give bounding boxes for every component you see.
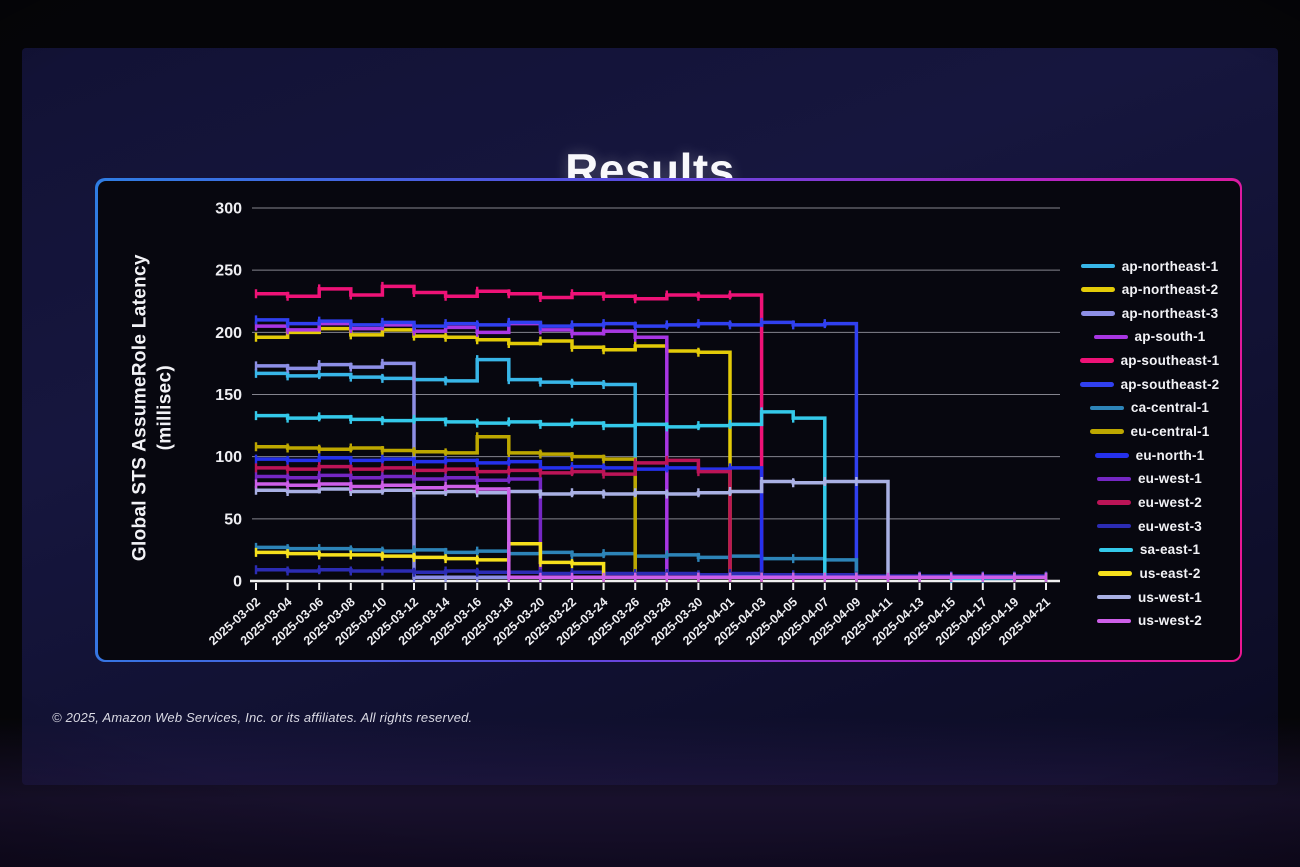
- legend-swatch-ap-northeast-1: [1080, 263, 1115, 269]
- legend-label-ap-southeast-1: ap-southeast-1: [1120, 353, 1220, 369]
- legend-item-ap-northeast-1: ap-northeast-1: [1080, 258, 1219, 274]
- legend-item-us-west-2: us-west-2: [1096, 613, 1203, 629]
- legend-item-ap-southeast-1: ap-southeast-1: [1079, 353, 1220, 369]
- legend-item-eu-west-2: eu-west-2: [1096, 495, 1203, 511]
- legend-label-us-west-1: us-west-1: [1137, 589, 1203, 605]
- legend-item-eu-central-1: eu-central-1: [1089, 424, 1210, 440]
- legend-item-us-west-1: us-west-1: [1096, 589, 1203, 605]
- legend-swatch-eu-west-2: [1096, 500, 1131, 505]
- legend-label-ca-central-1: ca-central-1: [1130, 400, 1210, 416]
- chart-area: Global STS AssumeRole Latency (millisec)…: [97, 180, 1240, 660]
- legend-label-ap-northeast-2: ap-northeast-2: [1121, 282, 1219, 298]
- legend-label-sa-east-1: sa-east-1: [1139, 542, 1201, 558]
- legend-item-sa-east-1: sa-east-1: [1098, 542, 1201, 558]
- y-tick-label-250: 250: [215, 262, 242, 279]
- series-line-sa-east-1: [255, 409, 1046, 579]
- series-line-eu-north-1: [255, 455, 1046, 579]
- chart-legend: ap-northeast-1 ap-northeast-2 ap-northeast…: [1060, 259, 1240, 629]
- series-line-eu-west-3: [255, 567, 1046, 578]
- copyright-note: © 2025, Amazon Web Services, Inc. or its…: [52, 710, 473, 725]
- legend-item-ap-northeast-2: ap-northeast-2: [1080, 282, 1219, 298]
- legend-label-us-west-2: us-west-2: [1137, 613, 1203, 629]
- legend-swatch-eu-central-1: [1089, 429, 1124, 434]
- y-tick-label-0: 0: [233, 573, 242, 590]
- legend-label-eu-west-3: eu-west-3: [1137, 518, 1203, 534]
- legend-label-ap-southeast-2: ap-southeast-2: [1120, 376, 1220, 392]
- legend-item-ca-central-1: ca-central-1: [1089, 400, 1210, 416]
- slide: Results Global STS AssumeRole Latency (m…: [22, 48, 1278, 785]
- legend-label-eu-west-1: eu-west-1: [1137, 471, 1203, 487]
- legend-label-us-east-2: us-east-2: [1139, 566, 1201, 582]
- legend-item-ap-northeast-3: ap-northeast-3: [1080, 305, 1219, 321]
- legend-item-eu-north-1: eu-north-1: [1094, 447, 1205, 463]
- legend-swatch-ca-central-1: [1089, 405, 1124, 411]
- legend-swatch-ap-northeast-3: [1080, 311, 1115, 316]
- legend-item-ap-southeast-2: ap-southeast-2: [1079, 376, 1220, 392]
- legend-swatch-ap-southeast-1: [1079, 358, 1114, 363]
- chart-frame: Global STS AssumeRole Latency (millisec)…: [95, 178, 1242, 662]
- series-markers-ap-south-1: [254, 318, 1047, 582]
- legend-swatch-eu-north-1: [1094, 453, 1129, 458]
- legend-swatch-us-west-1: [1096, 594, 1131, 600]
- series-markers-ap-northeast-2: [254, 323, 1047, 582]
- legend-swatch-sa-east-1: [1098, 547, 1133, 553]
- legend-item-eu-west-1: eu-west-1: [1096, 471, 1203, 487]
- legend-label-eu-north-1: eu-north-1: [1135, 447, 1205, 463]
- legend-label-eu-central-1: eu-central-1: [1130, 424, 1210, 440]
- legend-item-eu-west-3: eu-west-3: [1096, 518, 1203, 534]
- legend-item-us-east-2: us-east-2: [1098, 566, 1200, 581]
- y-tick-label-200: 200: [215, 324, 242, 341]
- legend-swatch-ap-southeast-2: [1079, 382, 1114, 387]
- legend-label-ap-northeast-1: ap-northeast-1: [1121, 258, 1219, 274]
- legend-swatch-eu-west-3: [1096, 523, 1131, 529]
- legend-swatch-ap-northeast-2: [1080, 287, 1115, 292]
- legend-item-ap-south-1: ap-south-1: [1093, 329, 1206, 345]
- legend-label-ap-northeast-3: ap-northeast-3: [1121, 305, 1219, 321]
- legend-swatch-us-east-2: [1098, 571, 1133, 576]
- legend-label-ap-south-1: ap-south-1: [1134, 329, 1206, 345]
- legend-swatch-ap-south-1: [1093, 334, 1128, 340]
- y-tick-label-300: 300: [215, 200, 242, 217]
- series-markers-eu-central-1: [254, 431, 1047, 582]
- y-tick-label-100: 100: [215, 449, 242, 466]
- series-line-us-west-1: [255, 479, 1046, 579]
- series-line-us-west-2: [255, 481, 1046, 579]
- legend-label-eu-west-2: eu-west-2: [1137, 495, 1203, 511]
- series-line-ap-south-1: [255, 321, 1046, 579]
- series-markers-us-west-2: [254, 479, 1047, 582]
- y-tick-label-150: 150: [215, 387, 242, 404]
- legend-swatch-eu-west-1: [1096, 476, 1131, 482]
- y-tick-label-50: 50: [224, 511, 242, 528]
- legend-swatch-us-west-2: [1096, 618, 1131, 624]
- series-markers-eu-north-1: [254, 452, 1047, 582]
